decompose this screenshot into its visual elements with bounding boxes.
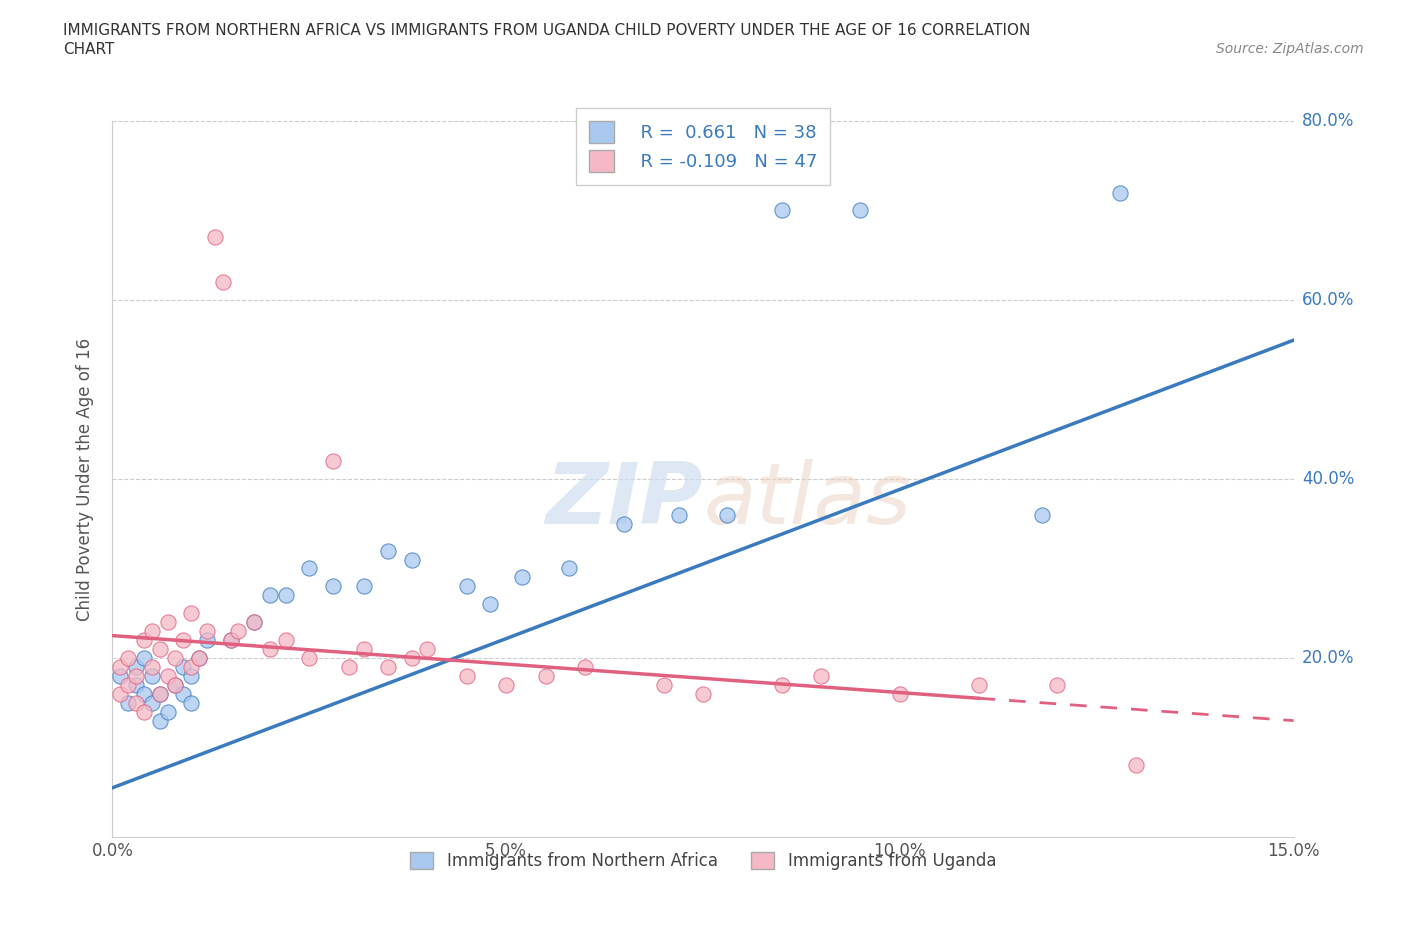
Point (149, 686, 172, 701)
Point (125, 669, 148, 684)
Point (132, 704, 155, 719)
Point (141, 624, 163, 639)
Point (149, 642, 172, 657)
Point (141, 669, 163, 684)
Point (180, 659, 202, 674)
Point (117, 696, 139, 711)
Point (228, 624, 250, 639)
Point (141, 696, 163, 711)
Point (668, 508, 690, 523)
Point (110, 686, 132, 701)
Text: atlas: atlas (703, 458, 911, 542)
Text: IMMIGRANTS FROM NORTHERN AFRICA VS IMMIGRANTS FROM UGANDA CHILD POVERTY UNDER TH: IMMIGRANTS FROM NORTHERN AFRICA VS IMMIG… (63, 23, 1031, 38)
Point (298, 651, 321, 666)
Point (810, 669, 832, 684)
Point (156, 615, 179, 630)
Point (377, 543, 399, 558)
Point (165, 677, 187, 692)
Point (110, 659, 132, 674)
Point (558, 561, 581, 576)
Point (770, 677, 793, 692)
Point (132, 632, 155, 647)
Point (117, 651, 139, 666)
Point (156, 669, 179, 684)
Point (180, 605, 202, 620)
Point (243, 615, 266, 630)
Point (110, 669, 132, 684)
Point (353, 642, 375, 657)
Point (770, 203, 793, 218)
Point (149, 686, 172, 701)
Point (1109, 185, 1132, 200)
Point (652, 677, 675, 692)
Point (132, 651, 155, 666)
Text: ZIP: ZIP (546, 458, 703, 542)
Point (377, 659, 399, 674)
Point (416, 642, 439, 657)
Point (259, 642, 281, 657)
Point (401, 651, 423, 666)
Point (692, 686, 714, 701)
Point (125, 677, 148, 692)
Point (195, 624, 218, 639)
Text: Source: ZipAtlas.com: Source: ZipAtlas.com (1216, 42, 1364, 56)
Point (479, 597, 502, 612)
Point (165, 651, 187, 666)
Point (322, 454, 344, 469)
Point (889, 686, 911, 701)
Point (510, 570, 533, 585)
Y-axis label: Child Poverty Under the Age of 16: Child Poverty Under the Age of 16 (76, 338, 94, 620)
Point (259, 588, 281, 603)
Point (132, 686, 155, 701)
Point (156, 704, 179, 719)
Point (322, 578, 344, 594)
Point (149, 713, 172, 728)
Point (337, 659, 360, 674)
Text: 80.0%: 80.0% (1302, 112, 1354, 130)
Point (613, 516, 636, 531)
Point (353, 578, 375, 594)
Point (125, 659, 148, 674)
Point (117, 677, 139, 692)
Point (172, 632, 194, 647)
Point (219, 632, 242, 647)
Point (204, 230, 226, 245)
Point (1031, 508, 1053, 523)
Legend: Immigrants from Northern Africa, Immigrants from Uganda: Immigrants from Northern Africa, Immigra… (402, 844, 1004, 879)
Point (1125, 758, 1147, 773)
Point (274, 588, 297, 603)
Text: 40.0%: 40.0% (1302, 470, 1354, 488)
Point (188, 651, 211, 666)
Point (125, 696, 148, 711)
Point (172, 659, 194, 674)
Point (495, 677, 517, 692)
Point (534, 669, 557, 684)
Point (967, 677, 990, 692)
Point (574, 659, 596, 674)
Point (849, 203, 872, 218)
Point (456, 669, 478, 684)
Text: 20.0%: 20.0% (1302, 649, 1354, 667)
Point (180, 669, 202, 684)
Point (456, 578, 478, 594)
Point (401, 552, 423, 567)
Point (219, 632, 242, 647)
Text: 60.0%: 60.0% (1302, 291, 1354, 309)
Point (243, 615, 266, 630)
Point (274, 632, 297, 647)
Point (188, 651, 211, 666)
Point (716, 508, 738, 523)
Point (172, 686, 194, 701)
Text: CHART: CHART (63, 42, 115, 57)
Point (165, 677, 187, 692)
Point (298, 561, 321, 576)
Point (195, 632, 218, 647)
Point (141, 659, 163, 674)
Point (1046, 677, 1069, 692)
Point (180, 696, 202, 711)
Point (211, 274, 233, 289)
